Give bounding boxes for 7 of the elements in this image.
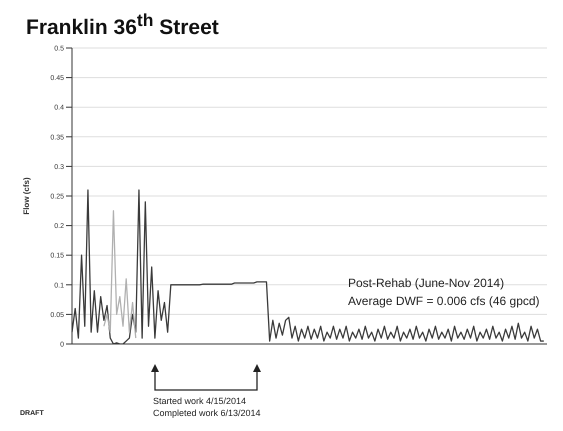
text: Completed work 6/13/2014 (153, 408, 261, 418)
line-series (103, 210, 136, 339)
chart-title: Franklin 36$^{th}$ Street (26, 10, 219, 40)
text: Started work 4/15/2014 (153, 396, 246, 406)
annotation: Average DWF = 0.006 cfs (46 gpcd) (348, 294, 540, 308)
y-axis-title: Flow (cfs) (22, 177, 31, 215)
annotation: Post-Rehab (June-Nov 2014) (348, 276, 504, 290)
